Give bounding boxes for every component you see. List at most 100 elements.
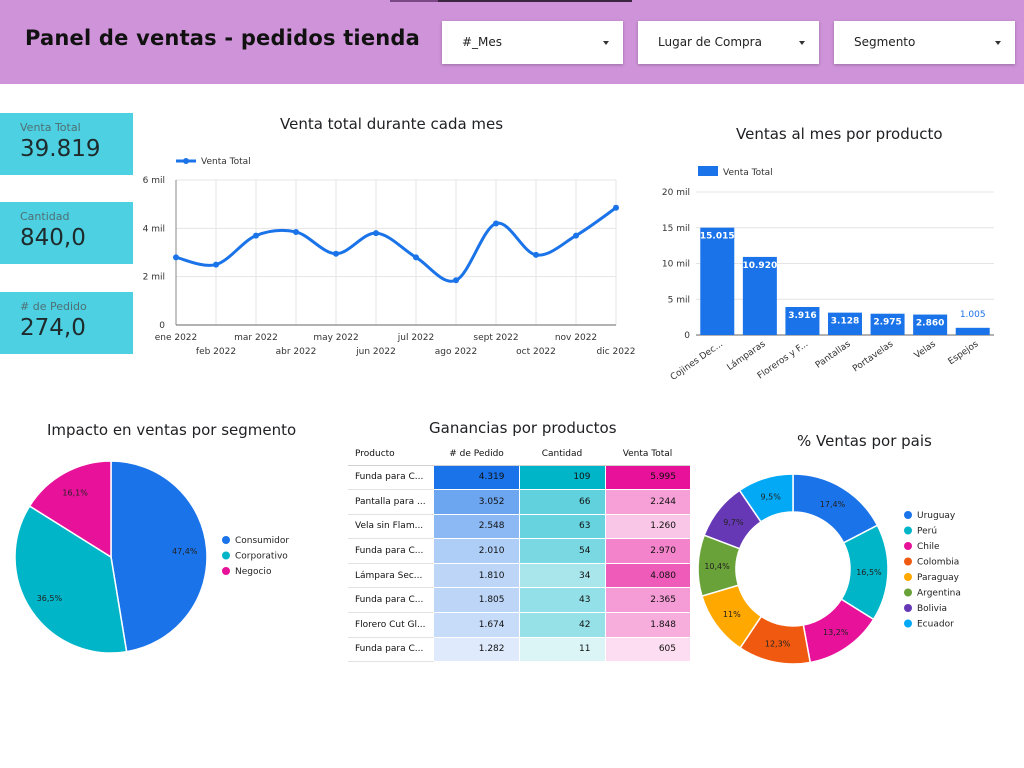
data-point bbox=[613, 205, 619, 211]
slice-label: 16,5% bbox=[856, 568, 882, 577]
cell-cantidad: 63 bbox=[519, 514, 605, 539]
page-title: Panel de ventas - pedidos tienda bbox=[25, 26, 420, 50]
slice-label: 9,7% bbox=[723, 518, 744, 527]
y-tick-label: 6 mil bbox=[143, 176, 165, 186]
cell-pedido: 3.052 bbox=[434, 490, 519, 515]
x-tick-label: abr 2022 bbox=[276, 347, 317, 357]
kpi-venta-total: Venta Total 39.819 bbox=[0, 113, 133, 175]
x-tick-label: may 2022 bbox=[313, 333, 358, 343]
filter-mes-dropdown[interactable]: #_Mes bbox=[442, 21, 623, 64]
kpi-value: 39.819 bbox=[20, 136, 100, 162]
legend-dot bbox=[904, 604, 912, 612]
legend-dot bbox=[904, 558, 912, 566]
cell-producto: Funda para C... bbox=[348, 465, 434, 490]
slice-label: 16,1% bbox=[62, 488, 88, 497]
table-row[interactable]: Florero Cut Gl... 1.674 42 1.848 bbox=[348, 613, 690, 638]
cell-pedido: 4.319 bbox=[434, 465, 519, 490]
kpi-pedidos: # de Pedido 274,0 bbox=[0, 292, 133, 354]
legend-label: Colombia bbox=[917, 558, 959, 568]
legend-label: Venta Total bbox=[201, 157, 251, 167]
data-point bbox=[213, 262, 219, 268]
kpi-value: 274,0 bbox=[20, 315, 86, 341]
bar-chart: 0 5 mil 10 mil 15 mil 20 mil 15.015 Cojines De… bbox=[654, 160, 1024, 395]
column-header-pedido[interactable]: # de Pedido bbox=[434, 444, 519, 465]
y-tick-label: 2 mil bbox=[143, 273, 165, 283]
y-tick-label: 0 bbox=[684, 331, 690, 341]
legend-dot bbox=[904, 511, 912, 519]
bar-data-label: 2.860 bbox=[916, 319, 944, 329]
y-tick-label: 4 mil bbox=[143, 224, 165, 234]
cell-pedido: 1.805 bbox=[434, 588, 519, 613]
profit-table: Producto # de Pedido Cantidad Venta Tota… bbox=[348, 444, 690, 662]
slice-consumidor bbox=[111, 461, 207, 652]
table-row[interactable]: Funda para C... 2.010 54 2.970 bbox=[348, 539, 690, 564]
cell-cantidad: 34 bbox=[519, 563, 605, 588]
x-tick-label: Espejos bbox=[947, 339, 981, 367]
column-header-venta-total[interactable]: Venta Total bbox=[605, 444, 690, 465]
legend-dot bbox=[222, 536, 230, 544]
x-tick-label: Pantallas bbox=[814, 339, 853, 371]
kpi-label: Cantidad bbox=[20, 210, 69, 223]
table-row[interactable]: Vela sin Flam... 2.548 63 1.260 bbox=[348, 514, 690, 539]
table-row[interactable]: Pantalla para ... 3.052 66 2.244 bbox=[348, 490, 690, 515]
cell-pedido: 2.010 bbox=[434, 539, 519, 564]
filter-segmento-label: Segmento bbox=[854, 35, 915, 49]
x-tick-label: jul 2022 bbox=[397, 333, 434, 343]
bar-data-label: 2.975 bbox=[873, 318, 901, 328]
bar-0 bbox=[700, 228, 734, 335]
data-point bbox=[453, 277, 459, 283]
x-tick-label: mar 2022 bbox=[234, 333, 278, 343]
legend-dot bbox=[904, 620, 912, 628]
legend-dot bbox=[904, 573, 912, 581]
legend-dot bbox=[904, 542, 912, 550]
legend-label: Perú bbox=[917, 527, 937, 537]
legend-swatch bbox=[698, 166, 718, 176]
data-point bbox=[493, 221, 499, 227]
legend-label: Paraguay bbox=[917, 573, 960, 583]
cell-producto: Funda para C... bbox=[348, 539, 434, 564]
column-header-producto[interactable]: Producto bbox=[348, 444, 434, 465]
legend-label: Corporativo bbox=[235, 552, 288, 562]
cell-venta: 4.080 bbox=[605, 563, 690, 588]
bar-chart-title: Ventas al mes por producto bbox=[736, 125, 943, 143]
cell-cantidad: 54 bbox=[519, 539, 605, 564]
table-row[interactable]: Funda para C... 1.282 11 605 bbox=[348, 637, 690, 662]
cell-producto: Lámpara Sec... bbox=[348, 563, 434, 588]
country-donut-chart: 17,4% 16,5% 13,2% 12,3% 11% 10,4% 9,7% 9,5% Urug… bbox=[694, 460, 1024, 680]
x-tick-label: dic 2022 bbox=[597, 347, 636, 357]
data-point bbox=[333, 251, 339, 257]
cell-producto: Florero Cut Gl... bbox=[348, 613, 434, 638]
data-point bbox=[293, 229, 299, 235]
kpi-label: # de Pedido bbox=[20, 300, 87, 313]
cell-cantidad: 11 bbox=[519, 637, 605, 662]
x-tick-label: oct 2022 bbox=[516, 347, 556, 357]
x-tick-label: Cojines Dec... bbox=[669, 339, 725, 383]
x-tick-label: nov 2022 bbox=[555, 333, 597, 343]
chevron-down-icon bbox=[995, 41, 1001, 45]
filter-lugar-compra-dropdown[interactable]: Lugar de Compra bbox=[638, 21, 819, 64]
table-row[interactable]: Funda para C... 1.805 43 2.365 bbox=[348, 588, 690, 613]
legend-label: Consumidor bbox=[235, 536, 289, 546]
cell-venta: 2.365 bbox=[605, 588, 690, 613]
segment-pie-chart: 47,4% 36,5% 16,1% Consumidor Corporativo Nego… bbox=[0, 448, 330, 678]
data-point bbox=[253, 233, 259, 239]
x-tick-label: Lámparas bbox=[725, 339, 767, 373]
cell-venta: 5.995 bbox=[605, 465, 690, 490]
y-tick-label: 20 mil bbox=[662, 188, 690, 198]
data-point bbox=[413, 254, 419, 260]
line-chart-title: Venta total durante cada mes bbox=[280, 115, 503, 133]
table-row[interactable]: Funda para C... 4.319 109 5.995 bbox=[348, 465, 690, 490]
cell-cantidad: 109 bbox=[519, 465, 605, 490]
table-header-row: Producto # de Pedido Cantidad Venta Tota… bbox=[348, 444, 690, 465]
filter-segmento-dropdown[interactable]: Segmento bbox=[834, 21, 1015, 64]
data-point bbox=[533, 252, 539, 258]
legend-dot bbox=[904, 527, 912, 535]
table-row[interactable]: Lámpara Sec... 1.810 34 4.080 bbox=[348, 563, 690, 588]
x-tick-label: feb 2022 bbox=[196, 347, 236, 357]
column-header-cantidad[interactable]: Cantidad bbox=[519, 444, 605, 465]
kpi-cantidad: Cantidad 840,0 bbox=[0, 202, 133, 264]
cell-venta: 605 bbox=[605, 637, 690, 662]
country-donut-title: % Ventas por pais bbox=[797, 432, 932, 450]
kpi-label: Venta Total bbox=[20, 121, 81, 134]
